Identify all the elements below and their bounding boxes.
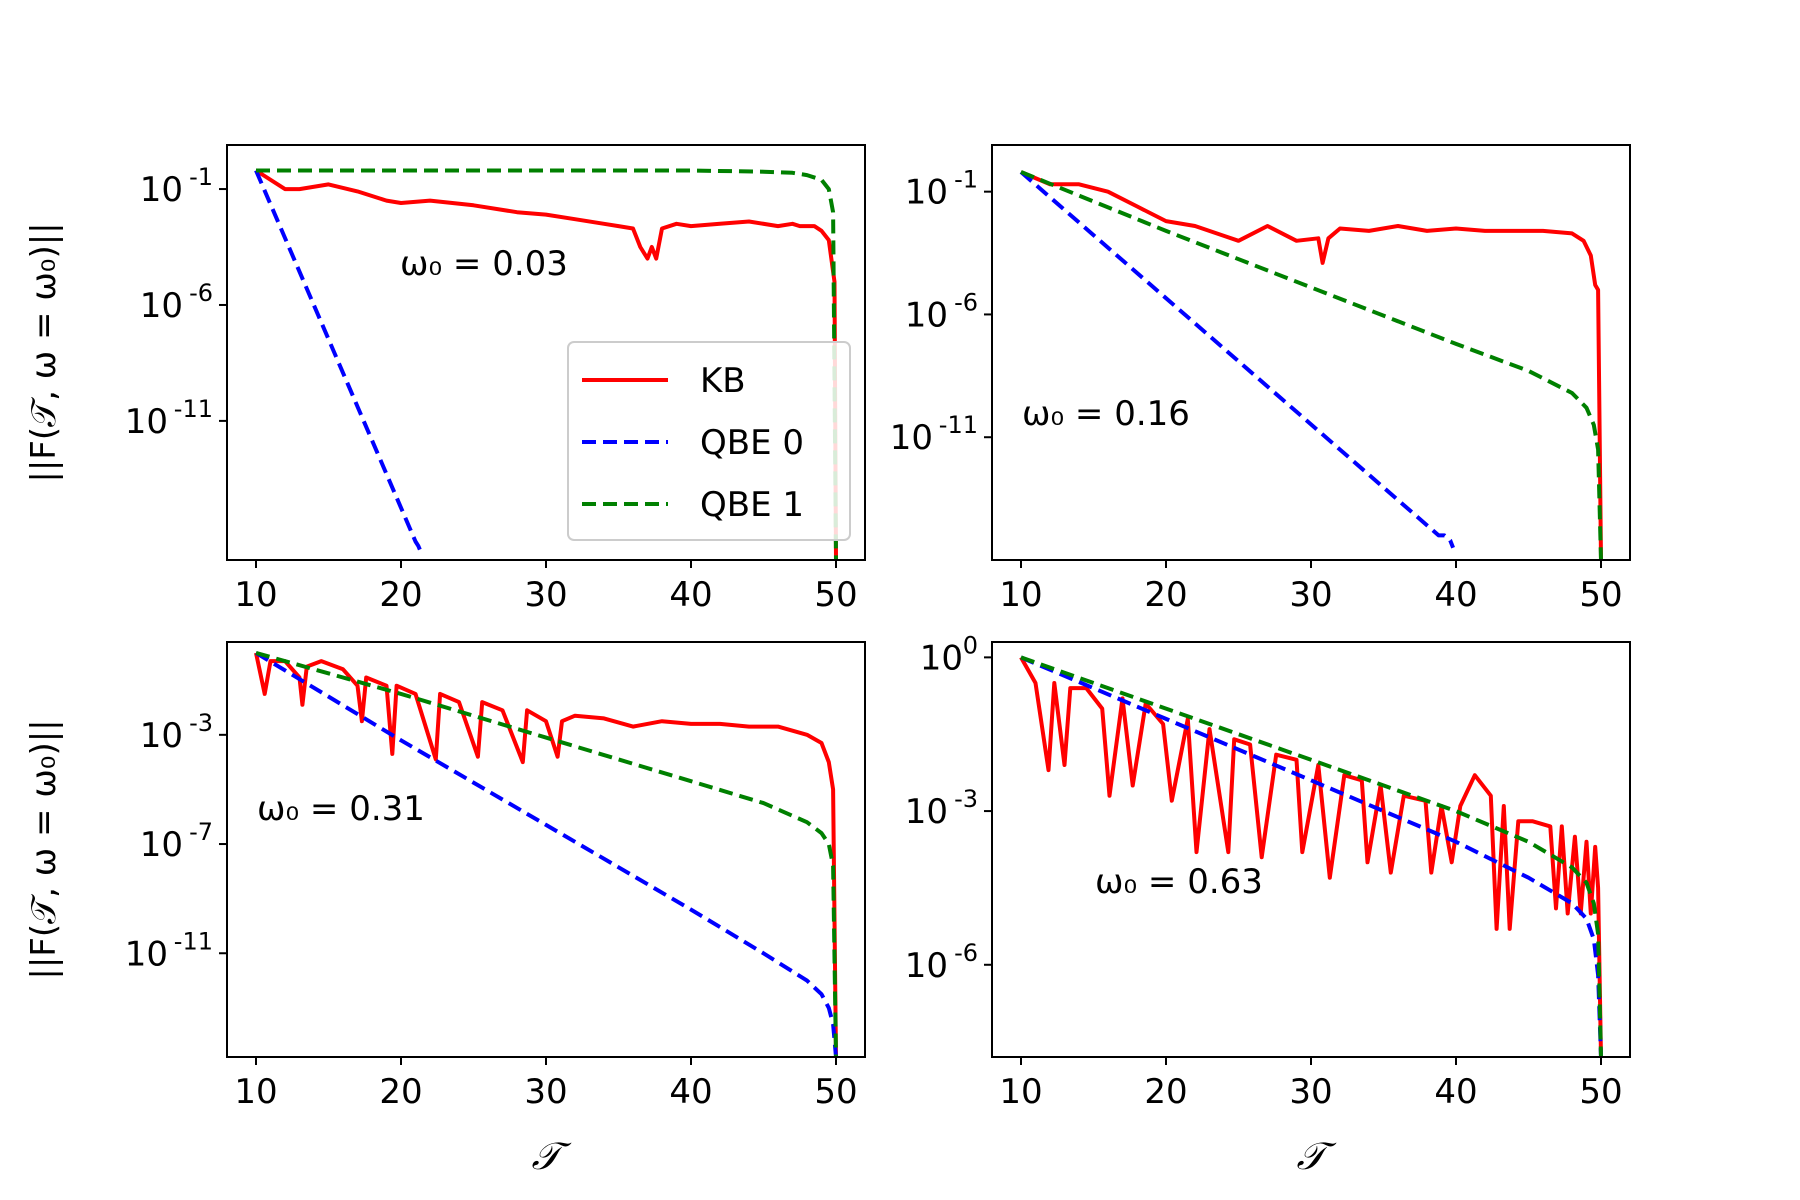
series-line-qbe-0 [254, 651, 838, 1057]
x-tick-label: 30 [1289, 1072, 1332, 1112]
x-tick-label: 40 [669, 1072, 712, 1112]
y-tick-exponent: -1 [189, 163, 213, 191]
x-tick-label: 30 [524, 575, 567, 615]
x-tick-label: 40 [1434, 1072, 1477, 1112]
y-tick-exponent: -6 [954, 939, 978, 967]
x-tick-label: 20 [379, 1072, 422, 1112]
legend-label: QBE 1 [700, 485, 804, 525]
legend-label: KB [700, 361, 746, 401]
y-tick-base: 10 [140, 170, 183, 210]
y-tick-base: 10 [890, 418, 933, 458]
legend: KB QBE 0 QBE 1 [567, 341, 851, 541]
x-axis-label: 𝒯 [531, 1134, 571, 1178]
y-tick-exponent: -6 [954, 288, 978, 316]
series-line-kb [254, 168, 838, 560]
plot-frame [991, 641, 1631, 1058]
series-line-qbe-1 [256, 168, 838, 560]
y-tick-exponent: -1 [954, 166, 978, 194]
plot-frame [991, 144, 1631, 561]
y-tick-base: 10 [905, 792, 948, 832]
y-tick-exponent: -11 [174, 395, 213, 423]
series-line-kb [1020, 170, 1603, 560]
x-tick-label: 50 [814, 1072, 857, 1112]
y-tick-base: 10 [125, 402, 168, 442]
legend-box [567, 341, 851, 541]
omega-annotation: ω₀ = 0.31 [257, 789, 425, 829]
x-tick-label: 20 [379, 575, 422, 615]
x-tick-label: 50 [1579, 575, 1622, 615]
y-tick-exponent: -11 [939, 411, 978, 439]
x-tick-label: 40 [1434, 575, 1477, 615]
y-tick-base: 10 [905, 295, 948, 335]
y-tick-exponent: -11 [174, 927, 213, 955]
y-tick-exponent: 0 [963, 631, 978, 659]
x-axis-label: 𝒯 [1296, 1134, 1336, 1178]
y-tick-base: 10 [140, 825, 183, 865]
plot-frame [226, 641, 866, 1058]
omega-annotation: ω₀ = 0.03 [400, 244, 568, 284]
x-tick-label: 10 [234, 575, 277, 615]
y-axis-label: ||F(𝒯, ω = ω₀)|| [24, 222, 64, 482]
series-line-kb [1019, 656, 1603, 1057]
y-tick-base: 10 [905, 173, 948, 213]
omega-annotation: ω₀ = 0.63 [1095, 862, 1263, 902]
y-tick-base: 10 [140, 286, 183, 326]
series-line-kb [254, 652, 838, 1057]
y-tick-base: 10 [920, 638, 963, 678]
x-tick-label: 30 [524, 1072, 567, 1112]
series-line-qbe-0 [254, 169, 424, 554]
y-tick-exponent: -3 [954, 785, 978, 813]
series-line-qbe-1 [1020, 170, 1603, 560]
series-line-qbe-1 [255, 650, 838, 1057]
x-tick-label: 30 [1289, 575, 1332, 615]
x-tick-label: 10 [234, 1072, 277, 1112]
omega-annotation: ω₀ = 0.16 [1022, 394, 1190, 434]
series-line-qbe-0 [1020, 655, 1603, 1057]
y-tick-base: 10 [140, 716, 183, 756]
y-tick-base: 10 [905, 946, 948, 986]
x-tick-label: 50 [1579, 1072, 1622, 1112]
x-tick-label: 20 [1144, 1072, 1187, 1112]
x-tick-label: 20 [1144, 575, 1187, 615]
x-tick-label: 10 [999, 575, 1042, 615]
series-line-qbe-0 [1019, 170, 1455, 549]
legend-label: QBE 0 [700, 423, 804, 463]
x-tick-label: 50 [814, 575, 857, 615]
y-axis-label: ||F(𝒯, ω = ω₀)|| [24, 719, 64, 979]
y-tick-exponent: -3 [189, 709, 213, 737]
y-tick-base: 10 [125, 934, 168, 974]
x-tick-label: 40 [669, 575, 712, 615]
y-tick-exponent: -6 [189, 279, 213, 307]
x-tick-label: 10 [999, 1072, 1042, 1112]
y-tick-exponent: -7 [189, 818, 213, 846]
